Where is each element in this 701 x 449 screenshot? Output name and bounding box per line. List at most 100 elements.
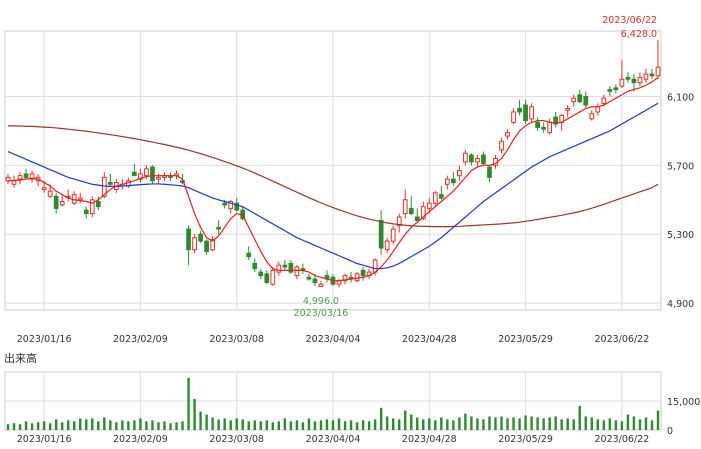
volume-bar <box>349 420 353 430</box>
volume-bar <box>319 420 323 430</box>
volume-x-tick-label: 2023/05/29 <box>498 434 553 445</box>
volume-y-tick-label: 15,000 <box>667 397 700 408</box>
volume-bar <box>181 421 184 430</box>
candle-up <box>47 190 53 197</box>
candle-down <box>469 154 474 163</box>
candle-up <box>475 157 480 163</box>
candle-up <box>270 269 276 285</box>
candle-down <box>607 89 613 92</box>
volume-bar <box>187 377 190 430</box>
volume-x-tick-label: 2023/04/28 <box>402 434 457 445</box>
volume-bar <box>644 417 648 430</box>
candle-down <box>222 202 228 206</box>
candle-up <box>457 170 462 177</box>
candle-up <box>589 113 595 120</box>
candle-down <box>198 233 203 242</box>
volume-bar <box>355 422 359 430</box>
volume-bar <box>259 421 262 430</box>
volume-bar <box>60 422 64 430</box>
volume-bar <box>18 424 22 430</box>
moving-average-long-line <box>7 125 659 228</box>
volume-bar <box>500 416 503 430</box>
candle-up <box>643 73 649 80</box>
candle-down <box>216 226 222 230</box>
candle-up <box>210 238 215 251</box>
volume-bar <box>560 419 563 430</box>
volume-bar <box>620 421 624 430</box>
candle-up <box>426 202 432 209</box>
candle-up <box>511 111 516 123</box>
volume-bar <box>548 417 551 430</box>
volume-y-tick-label: 0 <box>667 426 673 437</box>
volume-bar <box>512 417 515 430</box>
volume-bar <box>422 419 425 430</box>
volume-bar <box>193 399 196 430</box>
volume-bar <box>277 421 281 430</box>
candle-down <box>312 278 318 283</box>
volume-bar <box>524 415 527 430</box>
candle-down <box>583 95 589 106</box>
candle-up <box>571 97 577 103</box>
candle-down <box>83 209 89 215</box>
volume-bar <box>379 407 383 430</box>
candle-down <box>481 154 486 165</box>
price-y-tick-label: 5,700 <box>667 161 694 172</box>
volume-bar <box>494 417 497 430</box>
price-x-tick-label: 2023/04/04 <box>306 334 361 345</box>
candle-down <box>414 216 420 221</box>
candle-down <box>204 240 209 252</box>
candle-down <box>246 252 252 258</box>
volume-bar <box>48 423 52 430</box>
volume-bar <box>265 420 269 430</box>
candle-down <box>451 178 456 184</box>
price-x-tick-label: 2023/05/29 <box>498 334 553 345</box>
volume-bar <box>337 418 341 430</box>
candle-up <box>11 180 17 185</box>
candle-down <box>541 126 547 130</box>
candle-up <box>144 168 149 177</box>
volume-bar <box>476 418 479 430</box>
volume-bar <box>6 424 10 430</box>
volume-bar <box>121 420 124 430</box>
volume-bar <box>30 423 34 430</box>
volume-bar <box>596 419 600 430</box>
candle-up <box>89 199 95 215</box>
volume-bar <box>73 421 76 430</box>
volume-bar <box>199 411 202 430</box>
candle-up <box>276 264 282 273</box>
volume-x-tick-label: 2023/02/09 <box>113 434 168 445</box>
candle-down <box>306 276 312 280</box>
candle-up <box>77 197 83 201</box>
volume-bar <box>313 421 317 430</box>
candle-down <box>53 195 59 209</box>
volume-bar <box>223 418 226 430</box>
candle-up <box>420 206 426 220</box>
candle-up <box>5 176 11 182</box>
candle-down <box>577 94 583 103</box>
volume-bar <box>229 420 232 430</box>
volume-bar <box>434 420 437 430</box>
volume-bar <box>626 414 630 430</box>
volume-bar <box>572 419 575 430</box>
volume-bar <box>91 418 94 430</box>
candle-up <box>29 173 35 180</box>
volume-bar <box>217 419 220 430</box>
candle-up <box>59 201 65 206</box>
volume-x-tick-label: 2023/03/08 <box>209 434 264 445</box>
candle-down <box>631 78 637 84</box>
volume-bar <box>283 418 287 430</box>
candle-down <box>264 273 270 283</box>
price-panel: 6,100 5,700 5,300 4,900 2023/01/16 2023/02/09… <box>4 15 694 345</box>
volume-bar <box>66 420 70 430</box>
candle-up <box>619 78 625 87</box>
volume-bar <box>151 420 154 430</box>
low-date-label: 2023/03/16 <box>294 308 349 319</box>
volume-bar <box>205 414 208 430</box>
volume-bar <box>614 420 618 430</box>
volume-bar <box>470 416 473 430</box>
candle-up <box>384 240 390 251</box>
volume-bar <box>133 420 136 430</box>
candle-down <box>360 269 366 277</box>
candle-down <box>535 121 540 128</box>
